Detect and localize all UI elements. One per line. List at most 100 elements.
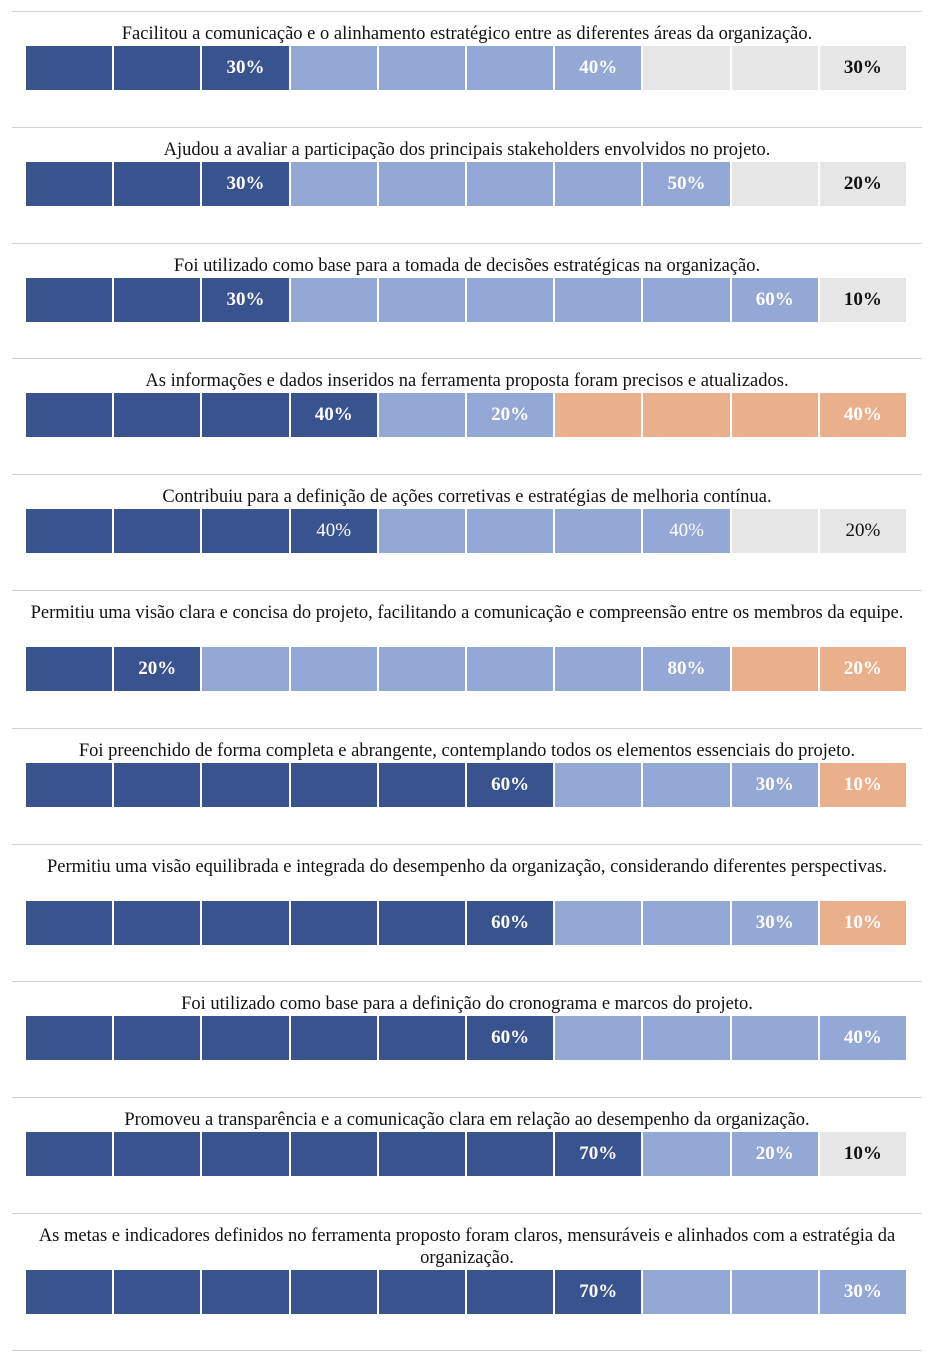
segment-value-label: 40% bbox=[316, 520, 352, 542]
bar-segment-cell bbox=[290, 647, 377, 691]
response-bar: 60% 40% bbox=[26, 1016, 908, 1061]
bar-segment-cell bbox=[114, 762, 201, 807]
bar-segment-cell bbox=[26, 277, 113, 322]
bar-segment-cell bbox=[378, 1016, 465, 1061]
segment-value-label: 20% bbox=[491, 404, 530, 426]
bar-segment-cell bbox=[114, 1016, 201, 1061]
question-text: Ajudou a avaliar a participação dos prin… bbox=[163, 139, 771, 160]
bar-segment-cell bbox=[378, 393, 465, 438]
question-text: Foi preenchido de forma completa e abran… bbox=[78, 740, 856, 761]
bar-segment-cell bbox=[467, 393, 554, 438]
row-separator bbox=[12, 1350, 922, 1351]
bar-segment-cell bbox=[290, 161, 377, 206]
question-text: Foi utilizado como base para a tomada de… bbox=[173, 255, 761, 276]
question-text: Contribuiu para a definição de ações cor… bbox=[162, 487, 772, 508]
row-separator bbox=[12, 981, 922, 983]
segment-value-label: 30% bbox=[226, 172, 265, 194]
segment-value-label: 20% bbox=[845, 520, 881, 542]
bar-segment-cell bbox=[643, 161, 730, 206]
bar-segment-cell bbox=[555, 1016, 642, 1061]
row-separator bbox=[12, 474, 922, 476]
bar-segment-cell bbox=[643, 647, 730, 691]
bar-segment-cell bbox=[643, 1270, 730, 1314]
bar-segment-cell bbox=[819, 1132, 906, 1177]
bar-segment-cell bbox=[290, 46, 377, 90]
response-bar: 60% 30% 10% bbox=[26, 762, 908, 807]
bar-segment-cell bbox=[643, 762, 730, 807]
segment-value-label: 60% bbox=[755, 288, 794, 310]
bar-segment-cell bbox=[555, 277, 642, 322]
question-text: As metas e indicadores definidos no ferr… bbox=[38, 1226, 896, 1268]
bar-segment-cell bbox=[378, 1270, 465, 1314]
row-separator bbox=[12, 358, 922, 360]
segment-value-label: 60% bbox=[491, 773, 530, 795]
bar-segment-cell bbox=[26, 1016, 113, 1061]
bar-segment-cell bbox=[819, 900, 906, 945]
row-separator bbox=[12, 590, 922, 591]
bar-segment-cell bbox=[643, 46, 730, 90]
bar-segment-cell bbox=[643, 1016, 730, 1061]
segment-value-label: 40% bbox=[843, 404, 882, 426]
bar-segment-cell bbox=[26, 161, 113, 206]
bar-segment-cell bbox=[819, 393, 906, 438]
bar-segment-cell bbox=[731, 762, 818, 807]
bar-segment-cell bbox=[290, 1270, 377, 1314]
bar-segment-cell bbox=[643, 900, 730, 945]
response-bar: 20% 80% 20% bbox=[26, 647, 908, 691]
bar-segment-cell bbox=[378, 161, 465, 206]
bar-segment-cell bbox=[819, 762, 906, 807]
bar-segment-cell bbox=[202, 393, 289, 438]
bar-segment-cell bbox=[202, 46, 289, 90]
bar-segment-cell bbox=[378, 1132, 465, 1177]
bar-segment-cell bbox=[731, 900, 818, 945]
response-bar: 40% 20% 40% bbox=[26, 393, 908, 438]
question-text: Permitiu uma visão equilibrada e integra… bbox=[46, 856, 888, 877]
bar-segment-cell bbox=[202, 161, 289, 206]
segment-value-label: 10% bbox=[843, 1143, 882, 1165]
bar-segment-cell bbox=[26, 46, 113, 90]
bar-segment-cell bbox=[202, 647, 289, 691]
bar-segment-cell bbox=[114, 647, 201, 691]
bar-segment-cell bbox=[467, 46, 554, 90]
bar-segment-cell bbox=[731, 647, 818, 691]
bar-segment-cell bbox=[114, 1132, 201, 1177]
segment-value-label: 30% bbox=[755, 911, 794, 933]
bar-segment-cell bbox=[731, 161, 818, 206]
bar-segment-cell bbox=[731, 509, 818, 554]
segment-value-label: 40% bbox=[314, 404, 353, 426]
bar-segment-cell bbox=[467, 509, 554, 554]
response-bar: 30% 50% 20% bbox=[26, 161, 908, 206]
bar-segment-cell bbox=[378, 277, 465, 322]
bar-segment-cell bbox=[819, 46, 906, 90]
question-text: Promoveu a transparência e a comunicação… bbox=[124, 1110, 810, 1131]
bar-segment-cell bbox=[290, 509, 377, 554]
bar-segment-cell bbox=[26, 1132, 113, 1177]
row-separator bbox=[12, 1213, 922, 1214]
bar-segment-cell bbox=[26, 762, 113, 807]
bar-segment-cell bbox=[290, 1132, 377, 1177]
segment-value-label: 10% bbox=[843, 288, 882, 310]
bar-segment-cell bbox=[555, 900, 642, 945]
bar-segment-cell bbox=[555, 647, 642, 691]
bar-segment-cell bbox=[202, 509, 289, 554]
bar-segment-cell bbox=[290, 900, 377, 945]
row-separator bbox=[12, 727, 922, 729]
bar-segment-cell bbox=[378, 762, 465, 807]
bar-segment-cell bbox=[555, 161, 642, 206]
question-text: As informações e dados inseridos na ferr… bbox=[145, 371, 789, 392]
bar-segment-cell bbox=[202, 900, 289, 945]
bar-segment-cell bbox=[467, 900, 554, 945]
bar-segment-cell bbox=[114, 1270, 201, 1314]
row-separator bbox=[12, 11, 922, 12]
bar-segment-cell bbox=[202, 277, 289, 322]
bar-segment-cell bbox=[26, 900, 113, 945]
bar-segment-cell bbox=[555, 1132, 642, 1177]
segment-value-label: 70% bbox=[579, 1281, 618, 1302]
bar-segment-cell bbox=[731, 277, 818, 322]
bar-segment-cell bbox=[26, 647, 113, 691]
segment-value-label: 20% bbox=[843, 658, 882, 679]
bar-segment-cell bbox=[467, 161, 554, 206]
bar-segment-cell bbox=[114, 46, 201, 90]
segment-value-label: 20% bbox=[138, 658, 177, 679]
bar-segment-cell bbox=[643, 393, 730, 438]
